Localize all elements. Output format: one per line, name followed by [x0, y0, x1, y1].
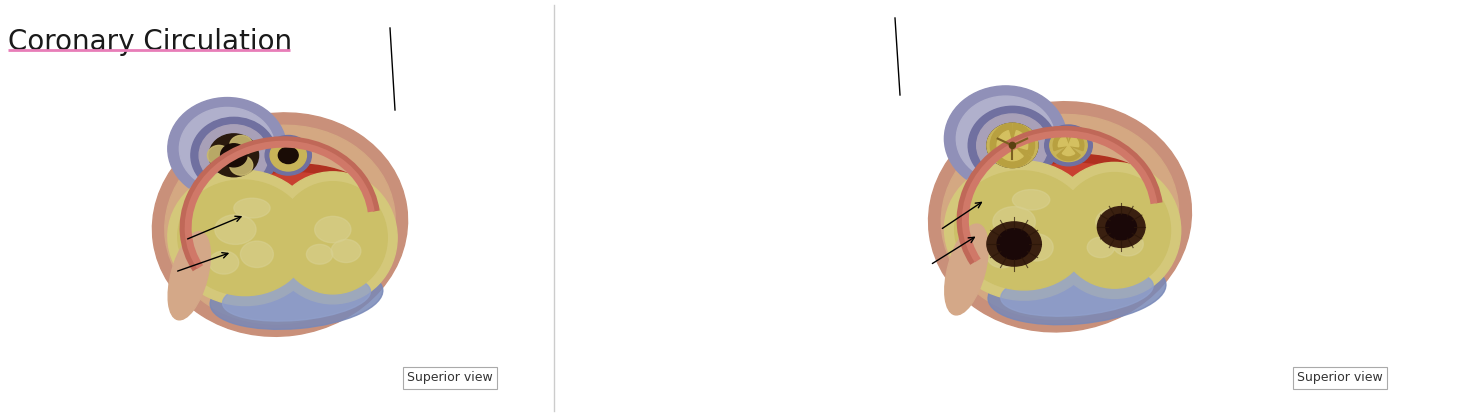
Ellipse shape: [1020, 234, 1054, 261]
Ellipse shape: [955, 171, 1091, 290]
Ellipse shape: [210, 265, 383, 329]
Ellipse shape: [956, 96, 1055, 181]
Circle shape: [1009, 142, 1015, 149]
Ellipse shape: [1049, 129, 1088, 161]
Ellipse shape: [208, 251, 239, 274]
Ellipse shape: [270, 140, 306, 171]
Ellipse shape: [179, 107, 275, 190]
Text: Superior view: Superior view: [406, 371, 492, 384]
Ellipse shape: [1106, 214, 1137, 240]
Ellipse shape: [993, 207, 1036, 237]
Ellipse shape: [315, 216, 350, 243]
Text: Superior view: Superior view: [1298, 371, 1383, 384]
Ellipse shape: [998, 229, 1032, 259]
Ellipse shape: [968, 106, 1057, 185]
Ellipse shape: [331, 240, 361, 262]
Wedge shape: [1054, 130, 1069, 151]
Ellipse shape: [980, 163, 1147, 240]
Wedge shape: [1069, 136, 1079, 147]
Ellipse shape: [229, 135, 253, 155]
Text: Coronary Circulation: Coronary Circulation: [7, 28, 293, 56]
Ellipse shape: [928, 102, 1191, 332]
Ellipse shape: [987, 123, 1038, 168]
Wedge shape: [1012, 131, 1027, 149]
Ellipse shape: [989, 258, 1166, 325]
Ellipse shape: [223, 273, 371, 321]
Ellipse shape: [941, 114, 1178, 319]
Wedge shape: [1012, 123, 1035, 156]
Ellipse shape: [152, 113, 408, 336]
Ellipse shape: [241, 241, 273, 267]
Ellipse shape: [191, 117, 276, 193]
Wedge shape: [993, 146, 1032, 168]
Ellipse shape: [944, 224, 989, 315]
Wedge shape: [1058, 136, 1069, 147]
Ellipse shape: [202, 173, 364, 247]
Wedge shape: [990, 123, 1012, 156]
Wedge shape: [1002, 146, 1023, 161]
Ellipse shape: [1012, 190, 1049, 210]
Ellipse shape: [269, 172, 398, 304]
Ellipse shape: [987, 123, 1038, 168]
Ellipse shape: [1088, 237, 1114, 258]
Ellipse shape: [1095, 208, 1134, 235]
Ellipse shape: [220, 144, 247, 167]
Ellipse shape: [208, 134, 259, 177]
Ellipse shape: [207, 146, 231, 165]
Ellipse shape: [1113, 232, 1144, 256]
Ellipse shape: [1001, 267, 1153, 316]
Ellipse shape: [944, 86, 1067, 191]
Ellipse shape: [1097, 207, 1145, 248]
Ellipse shape: [278, 182, 387, 294]
Ellipse shape: [1058, 173, 1171, 288]
Wedge shape: [1063, 146, 1075, 156]
Ellipse shape: [229, 156, 253, 175]
Ellipse shape: [214, 215, 256, 244]
Ellipse shape: [265, 136, 312, 175]
Ellipse shape: [1048, 162, 1181, 298]
Ellipse shape: [177, 180, 310, 296]
Ellipse shape: [1045, 125, 1092, 166]
Ellipse shape: [168, 170, 319, 305]
Ellipse shape: [168, 232, 210, 320]
Ellipse shape: [987, 244, 1017, 268]
Ellipse shape: [970, 154, 1157, 249]
Wedge shape: [998, 131, 1012, 149]
Wedge shape: [1069, 130, 1083, 151]
Ellipse shape: [944, 161, 1101, 300]
Ellipse shape: [987, 222, 1042, 266]
Ellipse shape: [278, 147, 299, 163]
Ellipse shape: [977, 114, 1048, 177]
Ellipse shape: [234, 198, 270, 218]
Ellipse shape: [200, 125, 269, 186]
Wedge shape: [1057, 146, 1080, 161]
Ellipse shape: [306, 244, 333, 264]
Ellipse shape: [164, 125, 395, 324]
Ellipse shape: [168, 97, 287, 200]
Ellipse shape: [192, 164, 374, 256]
